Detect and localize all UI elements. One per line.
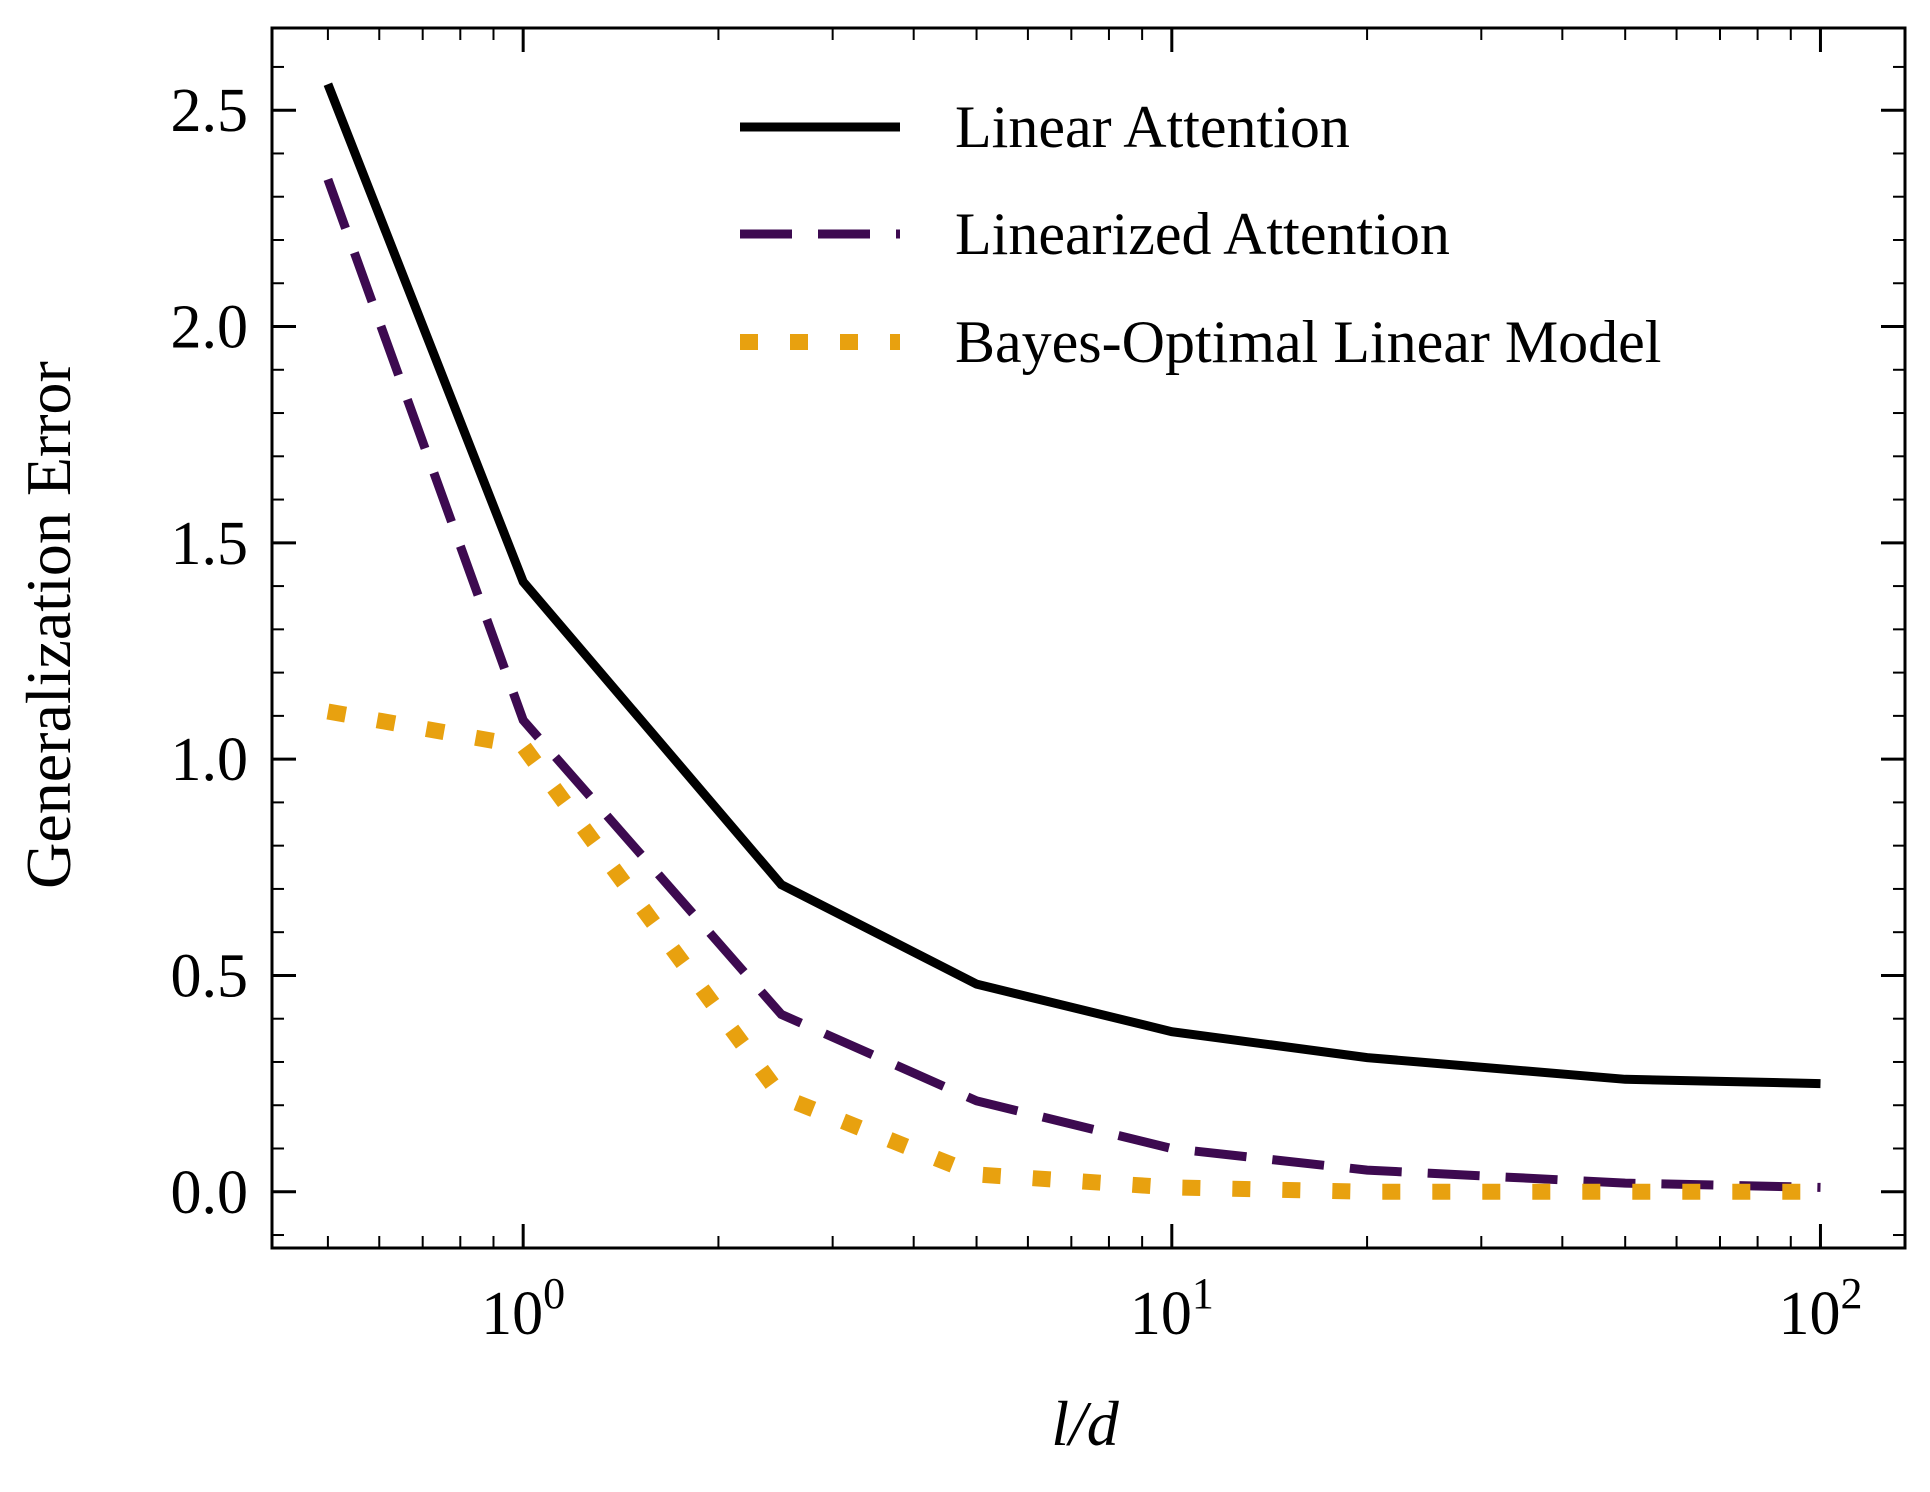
tick-layer bbox=[272, 28, 1905, 1248]
x-tick-label: 100 bbox=[481, 1269, 565, 1348]
legend: Linear Attention Linearized Attention Baye… bbox=[740, 94, 1661, 375]
legend-label-3: Bayes-Optimal Linear Model bbox=[955, 309, 1661, 375]
series-line-3 bbox=[326, 703, 1821, 1200]
tick-label-layer: 0.0 0.5 1.0 1.5 2.0 2.5 100 101 102 bbox=[171, 77, 1863, 1348]
plot-frame bbox=[270, 26, 1907, 1250]
y-tick-label: 0.5 bbox=[171, 942, 249, 1010]
series-line-2 bbox=[323, 177, 1821, 1192]
series-line-1 bbox=[323, 82, 1821, 1089]
legend-label-2: Linearized Attention bbox=[955, 201, 1450, 267]
y-tick-label: 2.5 bbox=[171, 77, 249, 145]
x-tick-label: 101 bbox=[1130, 1269, 1214, 1348]
y-axis-label: Generalization Error bbox=[13, 361, 84, 889]
series-layer bbox=[323, 82, 1821, 1200]
x-tick-label: 102 bbox=[1778, 1269, 1862, 1348]
y-tick-label: 1.5 bbox=[171, 510, 249, 578]
y-tick-label: 0.0 bbox=[171, 1159, 249, 1227]
legend-label-1: Linear Attention bbox=[955, 94, 1350, 160]
y-tick-label: 2.0 bbox=[171, 294, 249, 362]
y-tick-label: 1.0 bbox=[171, 726, 249, 794]
x-axis-label: l/d bbox=[1051, 1388, 1120, 1459]
